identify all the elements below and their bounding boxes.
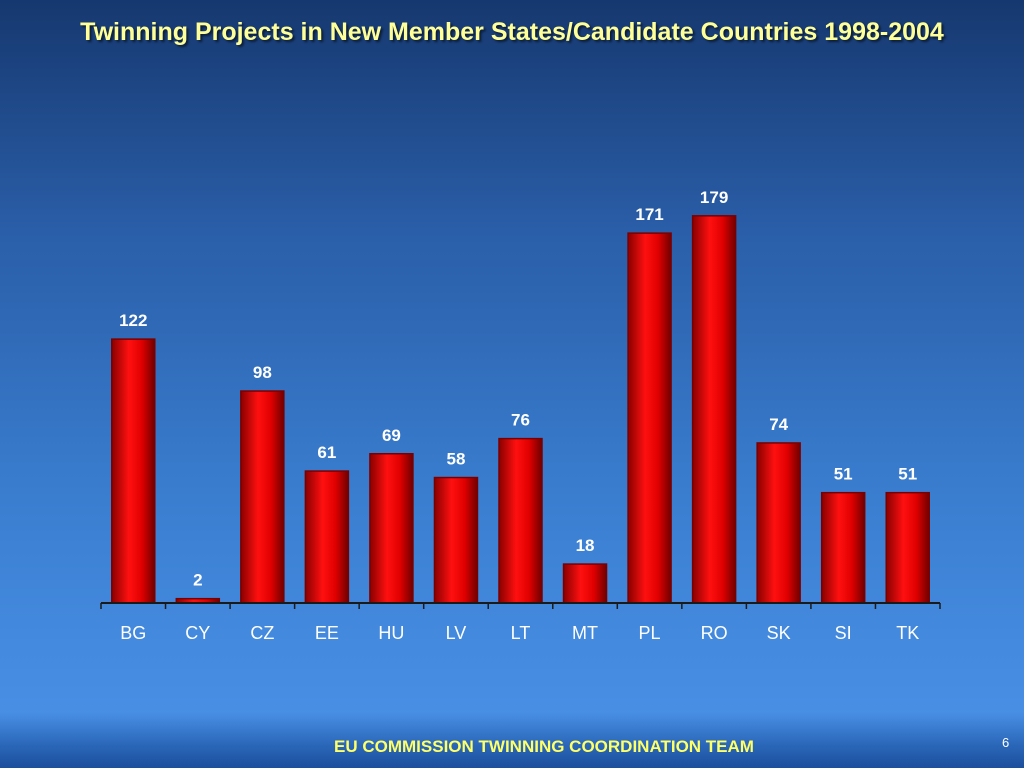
x-tick-label-cy: CY — [185, 623, 210, 643]
bar-sk — [756, 442, 801, 604]
footer-band — [0, 712, 1024, 768]
bar-ro — [691, 215, 737, 604]
value-label-mt: 18 — [576, 536, 595, 555]
x-tick-label-si: SI — [835, 623, 852, 643]
value-label-bg: 122 — [119, 311, 147, 330]
bar-hu — [369, 453, 414, 604]
value-label-hu: 69 — [382, 426, 401, 445]
bar-pl — [627, 232, 672, 604]
value-label-cy: 2 — [193, 571, 202, 590]
value-label-lt: 76 — [511, 411, 530, 430]
bar-mt — [562, 563, 608, 604]
value-label-tk: 51 — [898, 465, 917, 484]
x-tick-label-tk: TK — [896, 623, 919, 643]
bar-lt — [498, 437, 543, 604]
x-tick-label-ro: RO — [701, 623, 728, 643]
value-label-si: 51 — [834, 465, 853, 484]
x-tick-labels: BG CY CZ EE HU LV LT MT PL RO SK SI TK — [120, 623, 919, 643]
slide-title: Twinning Projects in New Member States/C… — [80, 18, 944, 46]
bar-lv — [433, 476, 479, 604]
value-labels: 122 2 98 61 69 58 76 18 171 179 74 51 51 — [119, 188, 917, 590]
value-label-cz: 98 — [253, 363, 272, 382]
value-label-lv: 58 — [447, 450, 466, 469]
bar-tk — [885, 491, 930, 604]
x-tick-label-hu: HU — [378, 623, 404, 643]
footer-text: EU COMMISSION TWINNING COORDINATION TEAM — [334, 737, 754, 756]
x-tick-label-bg: BG — [120, 623, 146, 643]
slide-number: 6 — [1002, 735, 1010, 750]
bar-ee — [304, 470, 350, 604]
x-axis — [100, 602, 941, 609]
value-label-ro: 179 — [700, 188, 728, 207]
x-tick-label-sk: SK — [767, 623, 791, 643]
x-tick-label-cz: CZ — [250, 623, 274, 643]
value-label-sk: 74 — [769, 415, 788, 434]
x-tick-label-lt: LT — [511, 623, 531, 643]
x-tick-label-ee: EE — [315, 623, 339, 643]
x-tick-label-pl: PL — [639, 623, 661, 643]
bar-cz — [240, 390, 285, 604]
x-tick-label-mt: MT — [572, 623, 598, 643]
bar-si — [820, 491, 866, 604]
value-label-ee: 61 — [317, 443, 336, 462]
x-tick-label-lv: LV — [446, 623, 467, 643]
bar-bg — [111, 338, 156, 604]
bars — [111, 215, 930, 604]
value-label-pl: 171 — [635, 205, 663, 224]
